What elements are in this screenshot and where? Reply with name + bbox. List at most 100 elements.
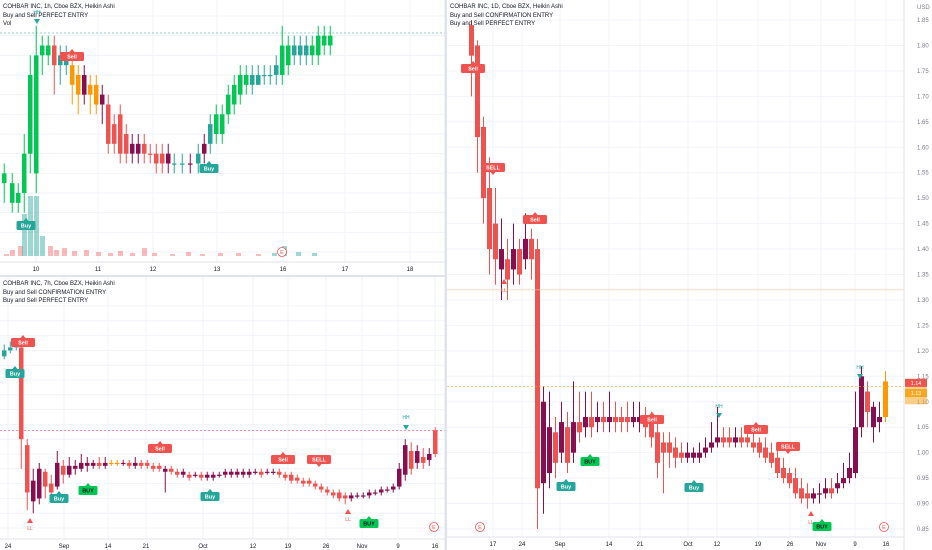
candle-body xyxy=(877,417,882,423)
candle-body xyxy=(94,84,99,105)
volume-bar xyxy=(48,246,53,256)
earnings-event-icon[interactable] xyxy=(429,522,439,532)
price-tick-label: 1.00 xyxy=(917,451,929,457)
candle-body xyxy=(244,75,249,85)
candle-body xyxy=(256,75,261,85)
signal-hh-label: HH xyxy=(402,415,410,421)
signal-buy-label xyxy=(199,164,219,173)
candle-body xyxy=(124,134,129,154)
price-tick-label: 0.90 xyxy=(917,502,929,508)
price-tick-label: 1.55 xyxy=(917,171,929,177)
candle-body xyxy=(313,483,318,487)
candle-body xyxy=(180,163,185,165)
candle-body xyxy=(637,417,642,423)
price-tag-text: 1.14 xyxy=(911,381,922,387)
candle-body xyxy=(19,347,24,440)
price-tag-text: 1.13 xyxy=(911,391,922,397)
triangle-down-icon xyxy=(716,413,722,418)
candle-body xyxy=(286,45,291,66)
signal-sell-confirm-label xyxy=(307,455,331,464)
candle-body xyxy=(163,468,168,472)
volume-bar xyxy=(40,236,45,256)
candle-body xyxy=(715,437,720,443)
candle-body xyxy=(271,471,276,473)
candle-body xyxy=(613,417,618,423)
candle-body xyxy=(475,45,480,138)
currency-label: USD xyxy=(917,5,930,11)
volume-bar xyxy=(312,253,317,256)
candle-body xyxy=(649,422,654,438)
earnings-event-icon[interactable] xyxy=(277,247,287,257)
candle-body xyxy=(109,462,114,465)
candle-body xyxy=(136,143,141,154)
earnings-event-icon[interactable] xyxy=(475,522,485,532)
triangle-up-icon xyxy=(27,518,33,523)
time-tick-label: 24 xyxy=(519,542,526,548)
candle-body xyxy=(214,114,219,134)
candle-body xyxy=(10,183,15,203)
candle-body xyxy=(142,143,147,154)
signal-buy-label-text: Buy xyxy=(204,167,215,173)
price-tick-label: 1.45 xyxy=(917,222,929,228)
time-tick-label: 21 xyxy=(143,544,150,550)
earnings-event-icon[interactable] xyxy=(879,522,889,532)
signal-pointer xyxy=(470,61,476,64)
candle-body xyxy=(775,457,780,474)
candle-body xyxy=(415,451,420,463)
candle-body xyxy=(751,442,756,448)
pane-divider-horizontal[interactable] xyxy=(0,275,445,277)
price-tick-label: 1.60 xyxy=(917,145,929,151)
price-tick-label: 1.30 xyxy=(917,298,929,304)
pane-divider-vertical[interactable] xyxy=(445,0,447,550)
candle-body xyxy=(76,75,81,95)
earnings-event-label: E xyxy=(432,525,436,531)
candle-body xyxy=(202,143,207,154)
candle-body xyxy=(130,143,135,154)
candle-body xyxy=(577,422,582,433)
candle-body xyxy=(583,417,588,428)
candle-body xyxy=(103,462,108,466)
triangle-up-icon xyxy=(501,279,507,284)
candle-body xyxy=(625,417,630,423)
signal-sell-label-text: Sell xyxy=(18,341,28,347)
candle-body xyxy=(433,430,438,454)
signal-pointer xyxy=(69,49,75,52)
candle-body xyxy=(499,249,504,270)
volume-bar xyxy=(34,196,39,256)
candle-body xyxy=(259,471,264,475)
candle-body xyxy=(250,75,255,85)
signal-buy-label xyxy=(200,492,220,501)
candle-body xyxy=(727,437,732,443)
price-tick-label: 1.80 xyxy=(917,43,929,49)
time-tick-label: 17 xyxy=(342,267,349,273)
volume-bar xyxy=(10,250,15,256)
chart-canvas-1d[interactable]: SellSELLSellLLSellBUYBuyHHSellBuySELLLLB… xyxy=(447,0,932,550)
signal-pointer xyxy=(532,212,538,215)
candle-body xyxy=(283,474,288,478)
candle-body xyxy=(106,104,111,144)
volume-bar xyxy=(72,251,77,256)
signal-pointer xyxy=(753,422,759,425)
candle-body xyxy=(589,417,594,428)
time-tick-label: Nov xyxy=(357,544,368,550)
signal-sell-label-text: Sell xyxy=(278,458,288,464)
signal-buy-label-text: Buy xyxy=(54,497,65,503)
candle-body xyxy=(40,45,45,56)
volume-bar xyxy=(84,250,89,256)
price-tick-label: 1.85 xyxy=(917,18,929,24)
candle-body xyxy=(847,467,852,479)
time-tick-label: 14 xyxy=(606,542,613,548)
candle-body xyxy=(91,462,96,466)
chart-pane-1d[interactable]: Sell SELL Sell LL Sell BUY Buy HH Sell Buy SELL LL B… xyxy=(447,0,932,550)
signal-sell-label-text: Sell xyxy=(155,447,165,453)
candle-body xyxy=(166,153,171,164)
price-tick-label: 1.20 xyxy=(917,349,929,355)
candle-body xyxy=(805,493,810,499)
candle-body xyxy=(493,223,498,260)
candle-body xyxy=(667,442,672,453)
candle-body xyxy=(8,347,13,351)
